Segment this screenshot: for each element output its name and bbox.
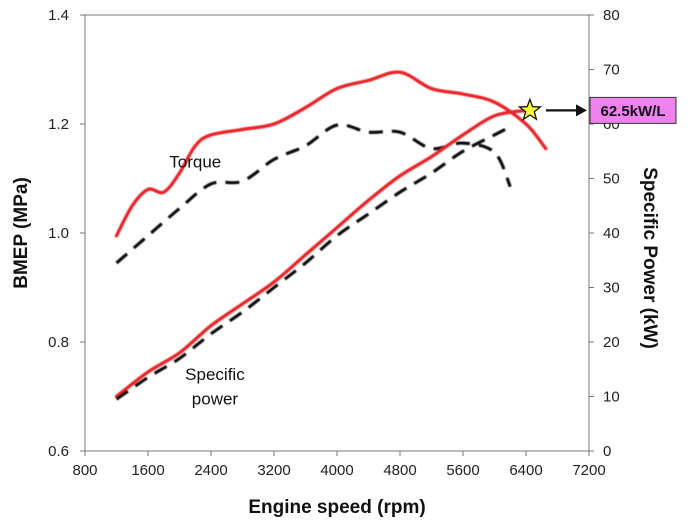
x-tick-label: 7200 [572,462,605,479]
y-tick-label: 1.2 [48,116,69,133]
y2-tick-label: 20 [603,334,620,351]
x-tick-label: 4000 [320,462,353,479]
y2-tick-label: 80 [603,7,620,24]
y2-tick-label: 10 [603,389,620,406]
annotation-label: power [192,390,239,409]
y-tick-label: 1.4 [48,7,69,24]
annotation-label: Specific [185,365,245,384]
callout-box [589,96,677,124]
y2-tick-label: 0 [603,443,611,460]
callout-arrow-head [576,104,587,117]
x-tick-label: 2400 [194,462,227,479]
x-tick-label: 3200 [257,462,290,479]
callout-label: 62.5kW/L [600,103,665,120]
y-tick-label: 0.6 [48,443,69,460]
y-tick-label: 1.0 [48,225,69,242]
y2-tick-label: 50 [603,171,620,188]
series-line-1 [115,123,512,265]
x-tick-label: 4800 [383,462,416,479]
y-axis-title: BMEP (MPa) [11,177,32,289]
x-tick-label: 800 [72,462,97,479]
y2-tick-label: 70 [603,62,620,79]
series-line-0 [114,70,548,238]
y2-tick-label: 30 [603,280,620,297]
x-tick-label: 6400 [509,462,542,479]
y-tick-label: 0.8 [48,334,69,351]
series-line-2 [114,108,528,399]
x-tick-label: 5600 [446,462,479,479]
series-line-3 [115,125,512,401]
plot-frame [84,14,590,452]
x-axis-title: Engine speed (rpm) [248,497,425,518]
y2-tick-label: 40 [603,225,620,242]
annotation-label: Torque [169,153,221,172]
star-marker [517,97,543,121]
y2-axis-title: Specific Power (kW) [639,167,660,349]
x-tick-label: 1600 [131,462,164,479]
